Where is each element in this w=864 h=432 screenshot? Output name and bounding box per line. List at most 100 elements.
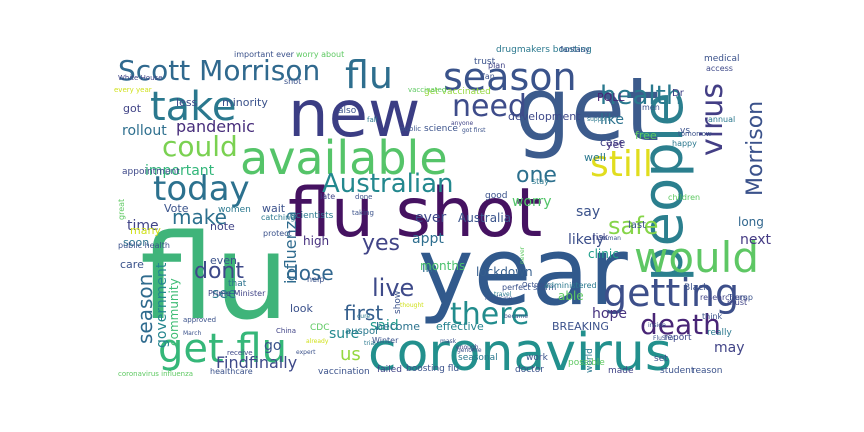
word-australia: Australia	[458, 211, 511, 225]
word-thought: thought	[400, 302, 424, 309]
word-fall: fall	[367, 116, 378, 124]
word-australian: Australian	[322, 169, 454, 199]
word-yet: yet	[606, 138, 624, 151]
word-scott-morrison: Scott Morrison	[118, 54, 320, 87]
word-help: help	[307, 275, 324, 284]
word-set: set	[654, 354, 668, 364]
word-good: good	[485, 191, 507, 201]
word-that: that	[228, 279, 247, 289]
word-report: report	[664, 333, 692, 343]
word-men: men	[642, 103, 660, 112]
word-appointment: appointment	[122, 167, 180, 177]
word-long: long	[738, 215, 764, 229]
word-even: even	[210, 254, 237, 267]
word-medicine: medicine	[485, 295, 513, 302]
word-got-first: got first	[462, 127, 486, 134]
word-one: one	[516, 163, 557, 188]
word-go: go	[264, 338, 281, 354]
word-vaccinated: vaccinated	[408, 86, 446, 94]
word-dont: dont	[194, 259, 244, 284]
word-ever: ever	[415, 210, 447, 226]
word-im: Im	[422, 261, 437, 275]
word-health: health	[600, 81, 682, 111]
word-morrison: Morrison	[743, 101, 768, 196]
word-findfinally: Findfinally	[216, 353, 297, 372]
word-stay: stay	[532, 177, 549, 186]
word-death: death	[640, 308, 721, 341]
word-taking: taking	[352, 209, 374, 217]
word-risk: risk	[592, 233, 609, 243]
word-first: first	[344, 301, 383, 325]
word-cdc: CDC	[310, 323, 330, 333]
word-world: world	[585, 348, 595, 373]
word-development: development	[508, 110, 581, 123]
word-trial: trial	[364, 340, 376, 347]
word-virus: virus	[695, 83, 730, 156]
word-there: there	[450, 297, 529, 332]
word-scientists: scientists	[291, 211, 334, 221]
word-like: like	[600, 112, 624, 128]
word-support: support	[587, 116, 611, 123]
word-also: also	[338, 106, 357, 116]
word-must: must	[727, 298, 747, 307]
word-get: get	[515, 58, 660, 161]
word-dose: dose	[286, 261, 334, 285]
word-cure: cure	[357, 313, 370, 320]
word-fan: fan	[482, 72, 495, 81]
word-worry-about: worry about	[296, 50, 344, 59]
word-receive: receive	[227, 349, 253, 357]
word-vote: Vote	[164, 202, 189, 215]
word-human: human	[600, 235, 621, 242]
word-shot: shot	[284, 77, 301, 86]
word-catching: catching	[261, 213, 295, 222]
word-next: next	[740, 232, 772, 248]
word-care: care	[120, 258, 144, 271]
word-happy: happy	[672, 139, 697, 148]
word-annual: annual	[708, 115, 735, 124]
word-time: time	[127, 218, 159, 234]
word-pandemic: pandemic	[176, 117, 255, 136]
word-vs: vs	[680, 126, 690, 136]
word-october: October	[522, 281, 550, 289]
word-would: would	[634, 233, 759, 282]
word-work: work	[526, 353, 549, 363]
word-look: look	[290, 302, 314, 315]
word-soon: soon	[123, 236, 149, 249]
word-wait: wait	[262, 202, 286, 215]
word-take: take	[150, 84, 237, 130]
word-able: able	[558, 289, 584, 303]
word-expert: expert	[296, 349, 316, 356]
word-case: case	[600, 136, 626, 149]
word-auspol: auspol	[345, 326, 378, 337]
word-flu-shot: flu shot	[288, 174, 542, 253]
word-china: China	[276, 327, 296, 335]
word-months: months	[420, 259, 465, 273]
word-student: student	[660, 366, 695, 376]
word-became: became	[504, 313, 528, 320]
word-flu: flu	[345, 53, 393, 97]
word-perfect-storm: perfect storm	[502, 283, 556, 292]
word-science: science	[424, 124, 458, 134]
word-make: make	[172, 205, 227, 229]
word-winter: Winter	[372, 336, 399, 345]
word-say: say	[576, 204, 600, 220]
word-poll: POLL	[597, 91, 625, 104]
word-public: public	[400, 125, 421, 133]
word-genome: genome	[457, 347, 482, 354]
word-rollout: rollout	[122, 123, 167, 139]
word-enough: enough	[456, 344, 479, 351]
word-become: become	[376, 320, 420, 333]
word-less: less	[176, 96, 198, 109]
word-show: show	[393, 291, 403, 314]
word-think: think	[702, 312, 723, 321]
word-minority: minority	[222, 96, 268, 109]
word-appt: appt	[412, 231, 444, 247]
word-hope: hope	[592, 306, 627, 322]
word-community: community	[167, 278, 181, 346]
word-effective: effective	[436, 320, 484, 333]
word-anyone: anyone	[451, 120, 474, 127]
word-protect: protect	[263, 229, 292, 238]
word-breaking: BREAKING	[552, 320, 609, 333]
word-possible: possible	[568, 358, 605, 368]
word-tomorrow: tomorrow	[678, 130, 712, 138]
